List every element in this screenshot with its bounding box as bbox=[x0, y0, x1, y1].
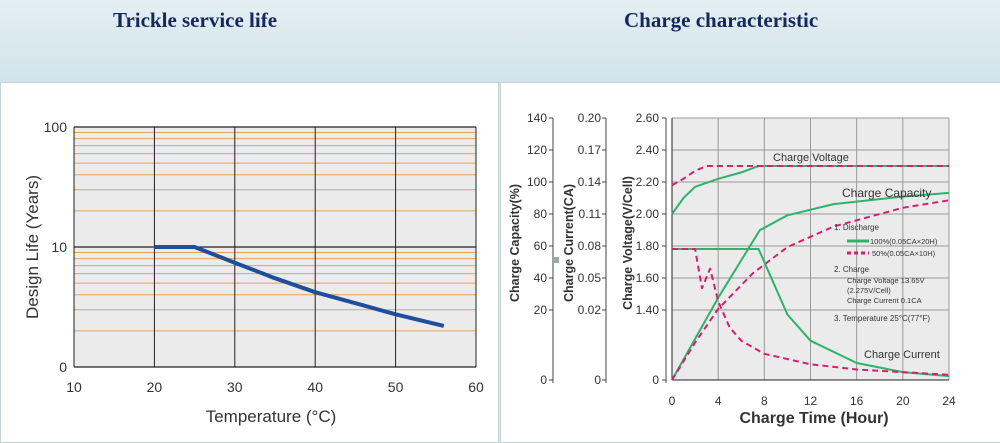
header-banner: Trickle service life Charge characterist… bbox=[0, 0, 1000, 83]
y-tick-label: 0.17 bbox=[578, 143, 602, 157]
y-tick-label: 1.80 bbox=[636, 239, 660, 253]
y-tick-label: 0 bbox=[59, 359, 67, 375]
x-tick-label: 12 bbox=[804, 394, 818, 408]
y-tick-label: 40 bbox=[534, 271, 548, 285]
life-curve bbox=[154, 245, 445, 328]
y-tick-label: 2.00 bbox=[636, 207, 660, 221]
y-tick-label: 0.11 bbox=[579, 207, 602, 221]
x-tick-label: 10 bbox=[66, 379, 82, 395]
note-temperature: 3. Temperature 25°C(77°F) bbox=[834, 314, 930, 323]
x-tick-label: 8 bbox=[761, 394, 768, 408]
y-tick-label: 0.02 bbox=[578, 303, 602, 317]
y-axis-label: Charge Voltage(V/Cell) bbox=[621, 176, 635, 310]
note-charge: 2. Charge bbox=[834, 265, 870, 274]
note-charge-voltage: Charge Voltage 13.65V bbox=[847, 276, 925, 285]
y-tick-label: 10 bbox=[51, 239, 67, 255]
note-discharge-100: 100%(0.05CA×20H) bbox=[870, 237, 938, 246]
y-tick-label: 2.40 bbox=[636, 143, 660, 157]
title-charge-characteristic: Charge characteristic bbox=[624, 8, 819, 32]
y-axis-label: Charge Current(CA) bbox=[562, 184, 576, 302]
y-tick-label: 2.20 bbox=[636, 175, 660, 189]
x-tick-label: 20 bbox=[896, 394, 910, 408]
y-tick-label: 100 bbox=[527, 175, 547, 189]
charge-characteristic-panel: 0 4 8 12 16 20 24 140 120 100 80 60 40 20 0 Charge Cap… bbox=[500, 82, 1000, 443]
note-cell-voltage: (2.275V/Cell) bbox=[847, 286, 891, 295]
voltage-curve-label: Charge Voltage bbox=[773, 152, 849, 164]
y-tick-label: 60 bbox=[534, 239, 548, 253]
y-tick-label: 100 bbox=[44, 119, 68, 135]
y-tick-label: 0 bbox=[652, 373, 659, 387]
y-axis-label: Charge Capacity(%) bbox=[508, 184, 522, 302]
charge-characteristic-chart: 0 4 8 12 16 20 24 140 120 100 80 60 40 20 0 Charge Cap… bbox=[508, 111, 956, 427]
y-tick-label: 0.20 bbox=[578, 111, 602, 125]
y-tick-label: 1.60 bbox=[636, 271, 660, 285]
charge-current-solid-curve bbox=[672, 248, 950, 378]
y-tick-label: 0.08 bbox=[578, 239, 602, 253]
y-tick-label: 2.60 bbox=[636, 111, 660, 125]
note-charge-current: Charge Current 0.1CA bbox=[847, 296, 922, 305]
y-tick-label: 0 bbox=[594, 373, 601, 387]
x-tick-label: 30 bbox=[227, 379, 243, 395]
x-tick-label: 50 bbox=[388, 379, 404, 395]
x-tick-label: 24 bbox=[942, 394, 956, 408]
x-tick-label: 16 bbox=[850, 394, 864, 408]
x-tick-label: 4 bbox=[715, 394, 722, 408]
x-axis-label: Temperature (°C) bbox=[206, 407, 337, 426]
discharge-50-dashed-curve bbox=[671, 165, 949, 187]
y-tick-label: 120 bbox=[527, 143, 547, 157]
note-discharge-50: 50%(0.05CA×10H) bbox=[872, 249, 936, 258]
chart-notes: 1. Discharge 100%(0.05CA×20H) 50%(0.05CA… bbox=[834, 223, 938, 323]
y-tick-label: 20 bbox=[534, 303, 548, 317]
y-tick-label: 1.40 bbox=[636, 303, 660, 317]
note-discharge: 1. Discharge bbox=[834, 223, 879, 232]
y-tick-label: 0 bbox=[540, 373, 547, 387]
y-tick-label: 0.14 bbox=[578, 175, 602, 189]
x-tick-label: 60 bbox=[468, 379, 484, 395]
x-tick-label: 20 bbox=[147, 379, 163, 395]
current-curve-label: Charge Current bbox=[864, 349, 940, 361]
trickle-life-panel: 10 20 30 40 50 60 100 10 0 Temperature (°C) Des… bbox=[0, 82, 499, 443]
y-axis-label: Design Life (Years) bbox=[23, 175, 42, 319]
small-marker bbox=[553, 257, 559, 263]
discharge-50-dashed-curve bbox=[671, 199, 950, 381]
title-trickle-service-life: Trickle service life bbox=[113, 8, 278, 32]
capacity-curve-label: Charge Capacity bbox=[842, 186, 931, 200]
y-tick-label: 80 bbox=[534, 207, 548, 221]
discharge-50-dashed-curve bbox=[672, 248, 950, 376]
y-tick-label: 140 bbox=[527, 111, 547, 125]
y-tick-label: 0.05 bbox=[578, 271, 602, 285]
x-tick-label: 0 bbox=[669, 394, 676, 408]
x-tick-label: 40 bbox=[307, 379, 323, 395]
x-axis-label: Charge Time (Hour) bbox=[739, 410, 888, 427]
